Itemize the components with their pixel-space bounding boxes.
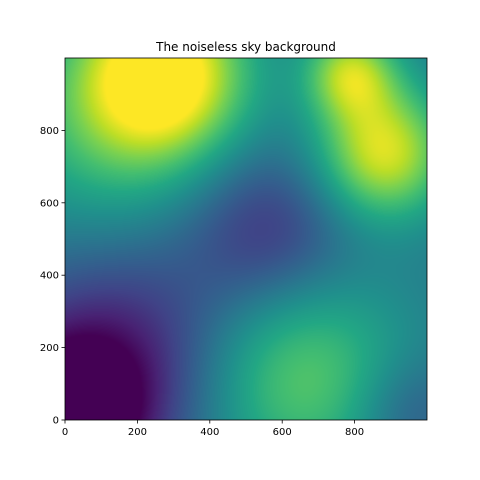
heatmap-container [65, 58, 427, 420]
chart-title: The noiseless sky background [155, 40, 336, 54]
x-tick-label: 400 [200, 427, 219, 438]
heatmap-image [65, 58, 427, 420]
y-tick-label: 0 [53, 416, 59, 427]
x-tick-label: 200 [128, 427, 147, 438]
plot-frame [64, 57, 428, 421]
x-tick-label: 0 [62, 427, 68, 438]
y-tick-label: 400 [40, 271, 59, 282]
plot-area [64, 57, 428, 421]
y-axis: 0 200 400 600 800 [40, 126, 65, 427]
x-axis: 0 200 400 600 800 [62, 420, 364, 438]
y-tick-label: 600 [40, 198, 59, 209]
x-tick-label: 600 [273, 427, 292, 438]
x-tick-label: 800 [345, 427, 364, 438]
y-tick-label: 800 [40, 126, 59, 137]
y-tick-label: 200 [40, 343, 59, 354]
